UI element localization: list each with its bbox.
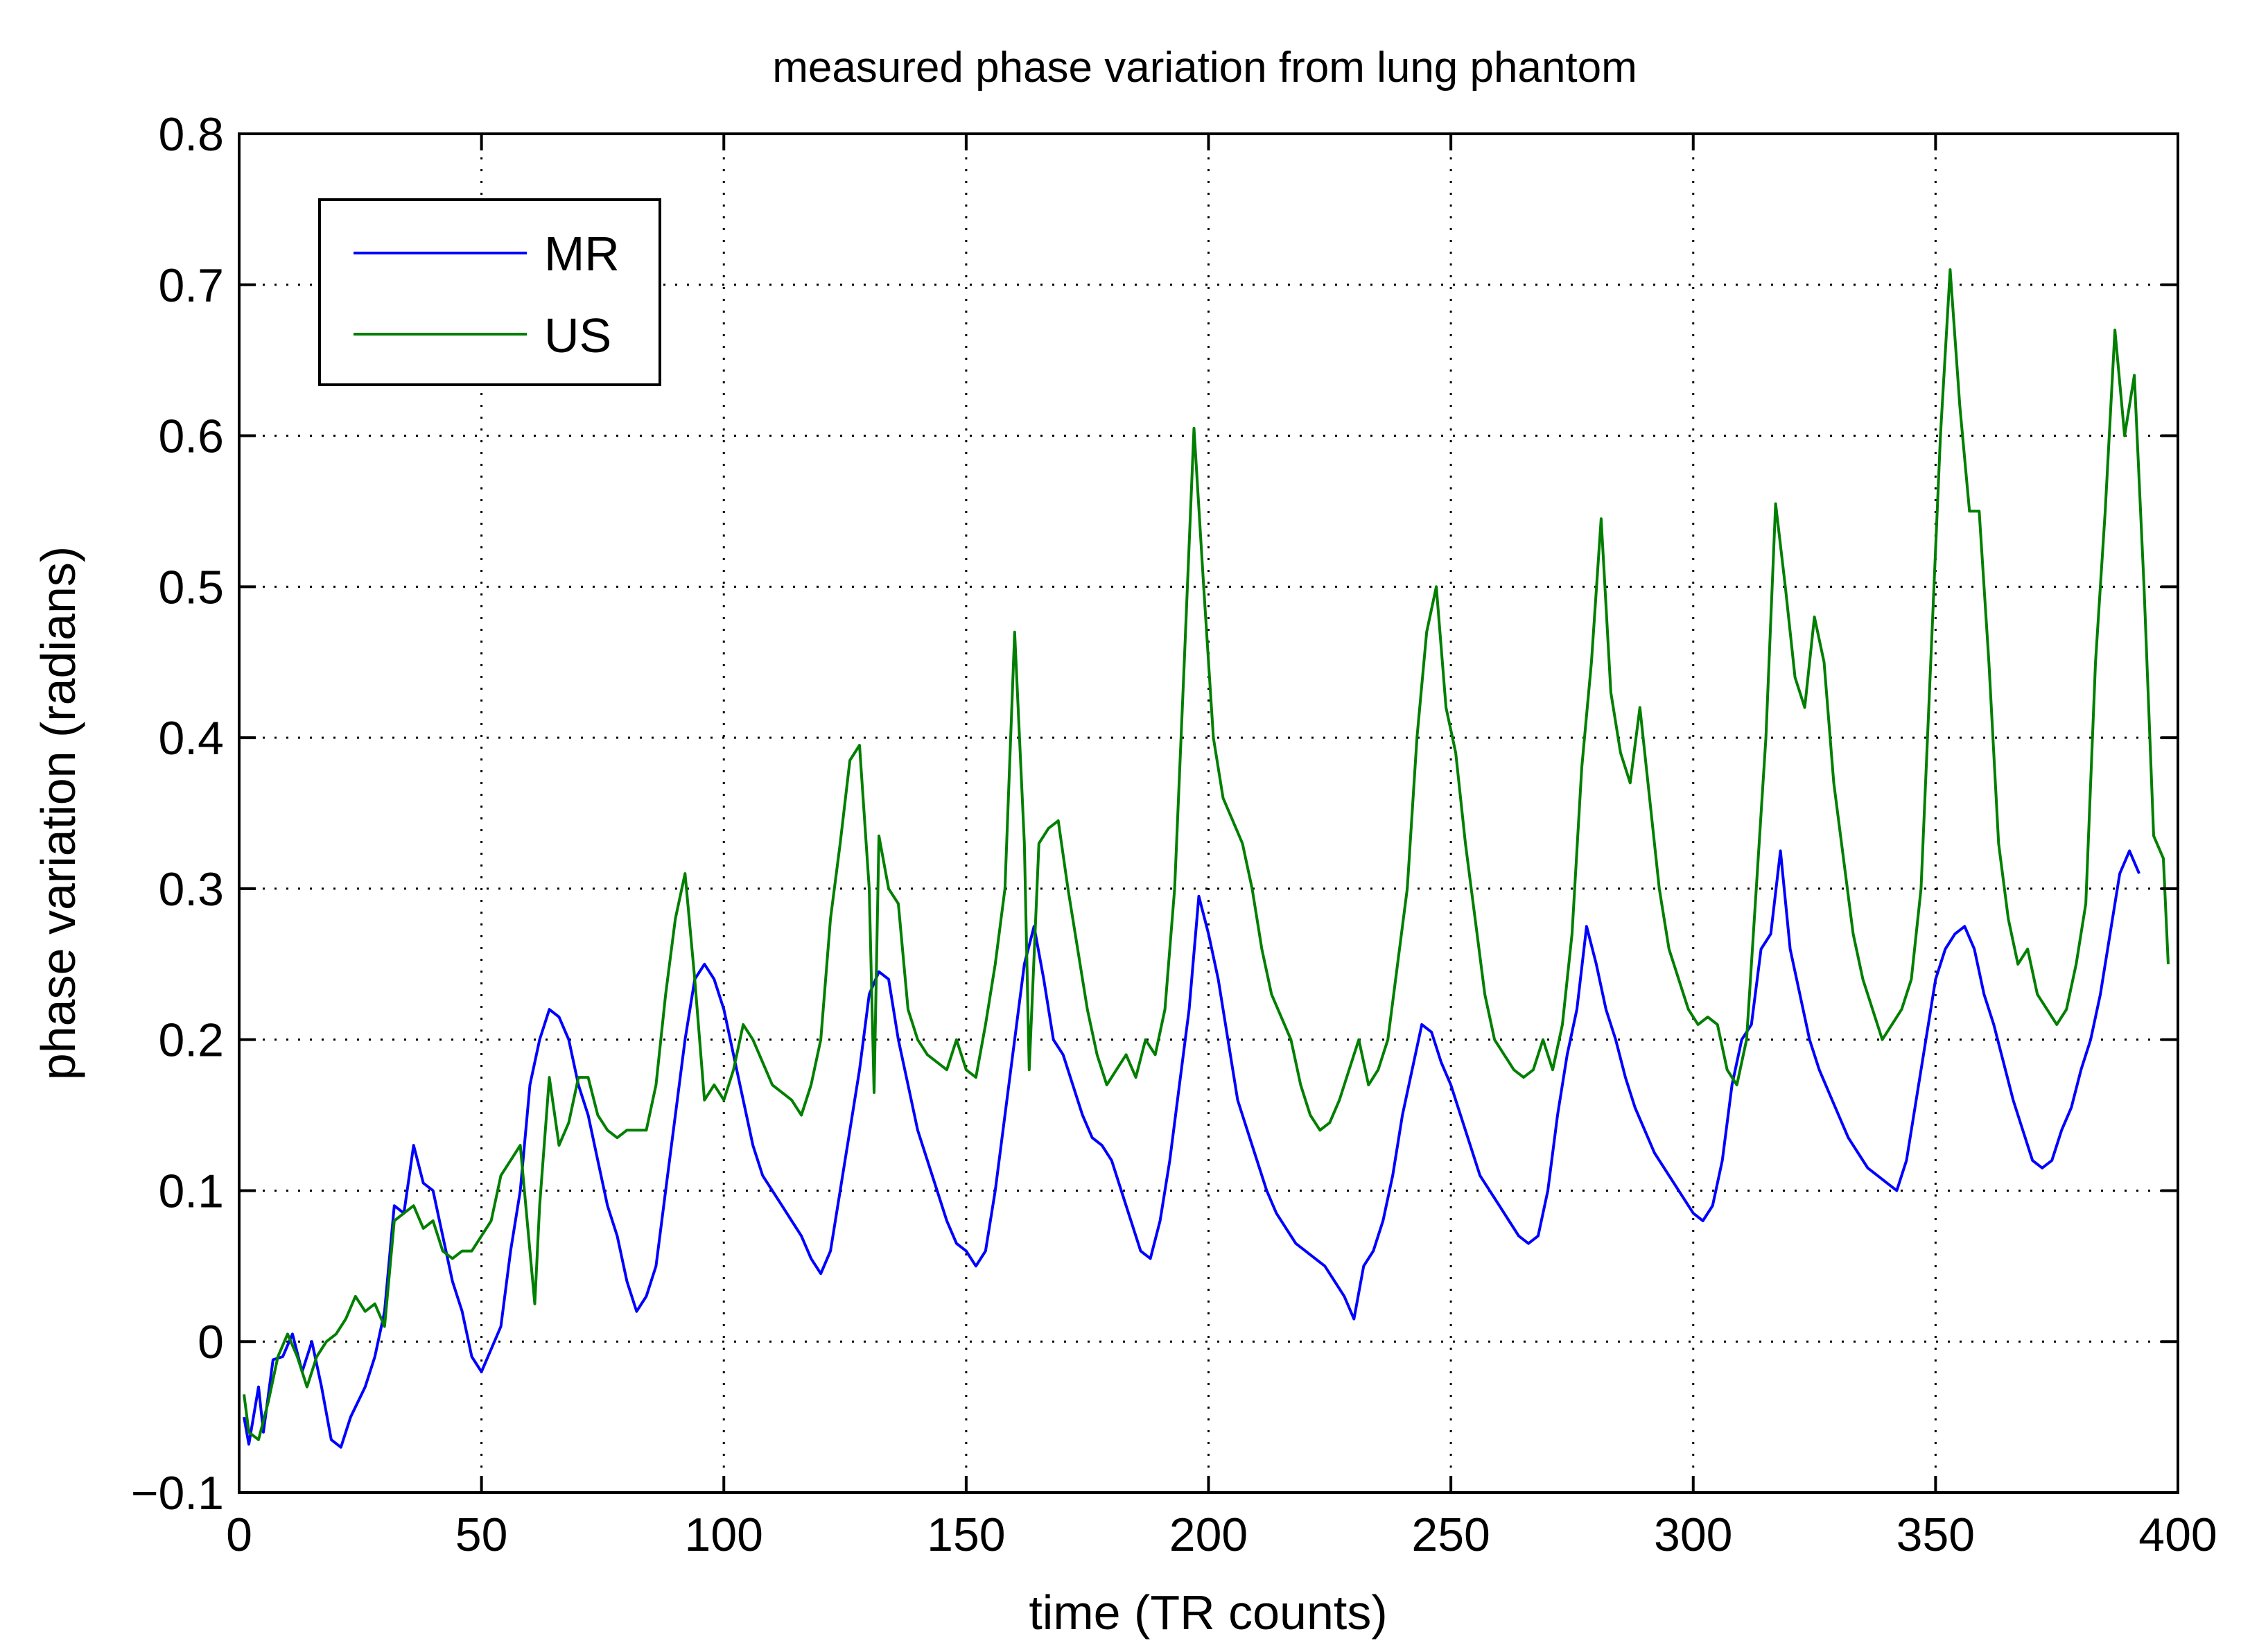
series-layer: [243, 268, 2170, 1449]
y-tick-label: −0.1: [131, 1467, 224, 1520]
y-tick-label: 0.2: [158, 1014, 224, 1067]
chart-title: measured phase variation from lung phant…: [772, 44, 1637, 92]
series-line-us: [243, 268, 2170, 1441]
x-tick-label: 200: [1169, 1508, 1248, 1561]
legend-box: [318, 198, 661, 386]
y-axis-label: phase variation (radians): [31, 546, 85, 1080]
legend-label-mr: MR: [544, 227, 620, 281]
y-tick-label: 0.3: [158, 863, 224, 916]
legend: MR US: [318, 198, 661, 386]
y-tick-label: 0: [198, 1316, 224, 1368]
series-line-mr: [243, 849, 2140, 1449]
y-tick-label: 0.8: [158, 108, 224, 161]
x-tick-label: 100: [685, 1508, 763, 1561]
legend-label-us: US: [544, 308, 611, 363]
ticks: 0 50 100 150 200 250 300 350 400−0.100.10.20.30.…: [131, 108, 2217, 1561]
x-axis-label: time (TR counts): [1029, 1585, 1387, 1640]
x-tick-label: 50: [455, 1508, 508, 1561]
x-tick-label: 400: [2138, 1508, 2217, 1561]
y-tick-label: 0.4: [158, 712, 224, 765]
x-tick-label: 250: [1411, 1508, 1490, 1561]
x-tick-label: 350: [1896, 1508, 1975, 1561]
x-tick-label: 300: [1654, 1508, 1732, 1561]
x-tick-label: 0: [226, 1508, 252, 1561]
grid: [239, 134, 2178, 1493]
y-tick-label: 0.1: [158, 1165, 224, 1217]
y-tick-label: 0.5: [158, 561, 224, 614]
y-tick-label: 0.6: [158, 410, 224, 463]
y-tick-label: 0.7: [158, 259, 224, 312]
x-tick-label: 150: [927, 1508, 1005, 1561]
